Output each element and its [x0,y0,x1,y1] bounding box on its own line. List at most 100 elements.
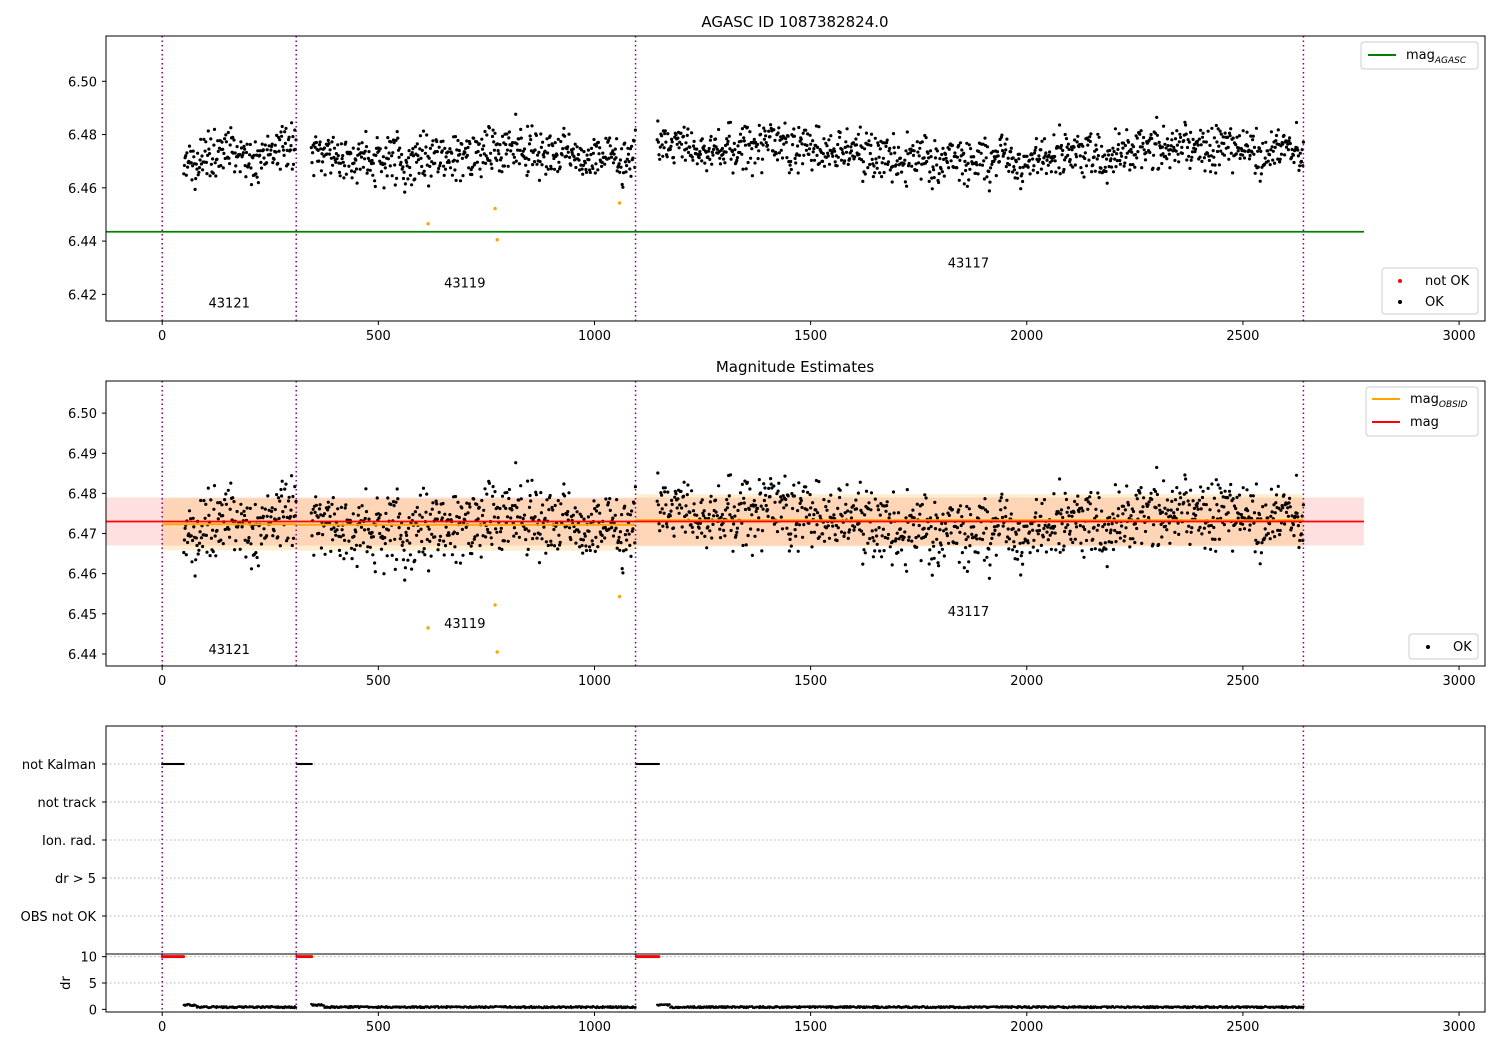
legend-label-ok: OK [1425,295,1444,310]
data-point-ok [710,536,714,540]
data-point-ok [200,154,204,158]
data-point-ok [253,140,257,144]
data-point-ok [854,507,859,511]
data-point-ok [1154,142,1158,146]
data-point-ok [930,187,934,191]
data-point-ok [796,549,800,553]
data-point-ok [236,525,240,529]
data-point-ok [1157,542,1161,547]
data-point-ok [670,502,674,506]
data-point-ok [755,506,760,510]
data-point-ok [371,535,375,539]
data-point-ok [233,170,237,174]
data-point-ok [522,147,527,151]
data-point-ok [1173,498,1178,502]
data-point-ok [1287,501,1291,505]
data-point-ok [764,503,768,508]
data-point-ok [960,515,964,519]
data-point-ok [349,169,354,173]
data-point-ok [186,165,190,169]
x-tick-label: 2500 [1226,674,1259,689]
data-point-ok [1002,151,1007,155]
data-point-ok [846,536,850,541]
y-tick-label: 6.45 [68,608,97,623]
data-point-ok [413,145,417,149]
data-point-ok [202,499,206,503]
data-point-ok [1103,165,1107,169]
data-point-ok [364,145,369,149]
data-point-ok [976,172,980,176]
data-point-ok [193,574,197,578]
data-point-ok [586,515,591,519]
data-point-ok [248,153,252,157]
data-point-ok [1116,143,1121,147]
data-point-ok [526,170,530,174]
data-point-ok [552,544,557,548]
data-point-ok [434,499,438,503]
data-point-ok [1170,489,1174,493]
data-point-ok [1200,159,1204,163]
data-point-ok [1096,491,1100,495]
data-point-ok [791,506,795,511]
not-kalman-point [657,762,661,766]
data-point-ok [620,513,624,517]
data-point-ok [407,516,411,520]
data-point-ok [680,155,684,159]
data-point-ok [1226,145,1230,149]
data-point-ok [953,151,957,155]
data-point-ok [824,526,829,530]
data-point-ok [510,508,514,512]
data-point-ok [717,484,721,488]
data-point-ok [698,150,702,154]
data-point-ok [1291,522,1295,527]
data-point-ok [1093,516,1097,521]
data-point-ok [826,524,830,528]
data-point-ok [1065,510,1069,514]
data-point-ok [408,173,412,177]
data-point-ok [1168,541,1172,545]
data-point-ok [992,159,996,164]
data-point-ok [785,526,789,530]
data-point-ok [512,161,516,165]
data-point-ok [914,536,918,540]
data-point-ok [1135,497,1139,501]
data-point-ok [1099,166,1103,170]
data-point-ok [733,514,737,518]
data-point-ok [958,504,963,508]
data-point-ok [440,516,444,520]
data-point-ok [1110,522,1114,526]
data-point-ok [220,140,224,144]
data-point-ok [490,494,495,498]
data-point-ok [490,134,495,139]
data-point-ok [1141,141,1145,145]
data-point-ok [871,555,876,559]
data-point-ok [1144,151,1148,155]
data-point-ok [437,543,441,547]
y-tick-label: 6.44 [68,648,97,663]
data-point-ok [1020,550,1024,555]
data-point-ok [860,511,864,515]
data-point-ok [1009,150,1013,154]
data-point-ok [695,147,699,151]
data-point-ok [547,508,551,512]
data-point-ok [1083,527,1087,532]
data-point-ok [668,147,672,151]
data-point-ok [1229,151,1233,155]
data-point-ok [1175,507,1179,511]
data-point-ok [939,543,943,547]
data-point-ok [658,145,662,149]
data-point-ok [1084,164,1089,168]
data-point-ok [765,508,770,512]
data-point-ok [601,151,605,155]
data-point-ok [356,513,360,517]
data-point-ok [1049,170,1053,174]
data-point-ok [1035,529,1039,533]
data-point-ok [886,162,890,166]
data-point-ok [996,524,1000,528]
data-point-ok [702,509,706,513]
data-point-ok [547,143,551,147]
data-point-ok [1056,145,1060,149]
data-point-ok [686,127,690,131]
data-point-ok [707,146,711,151]
data-point-ok [784,137,788,141]
